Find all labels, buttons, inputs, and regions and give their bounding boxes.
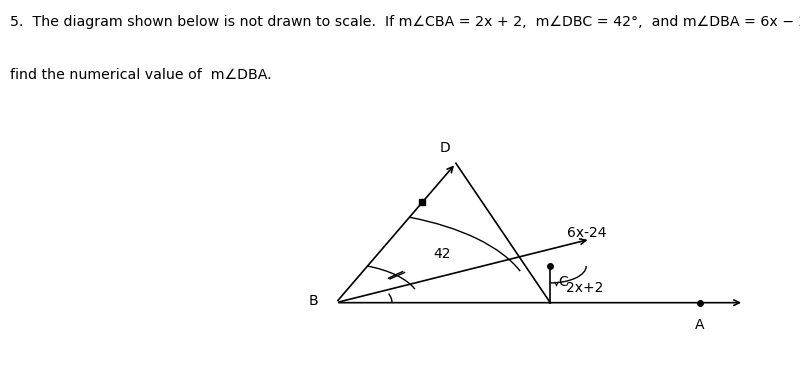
Text: 2x+2: 2x+2 [566, 281, 604, 295]
Text: A: A [695, 318, 705, 332]
Text: find the numerical value of  m∠DBA.: find the numerical value of m∠DBA. [10, 68, 271, 82]
Text: B: B [309, 294, 318, 308]
Text: C: C [558, 276, 568, 290]
Text: 6x-24: 6x-24 [567, 226, 606, 240]
Text: 42: 42 [434, 247, 451, 261]
Text: D: D [440, 141, 451, 155]
Text: 5.  The diagram shown below is not drawn to scale.  If m∠CBA = 2x + 2,  m∠DBC = : 5. The diagram shown below is not drawn … [10, 15, 800, 29]
